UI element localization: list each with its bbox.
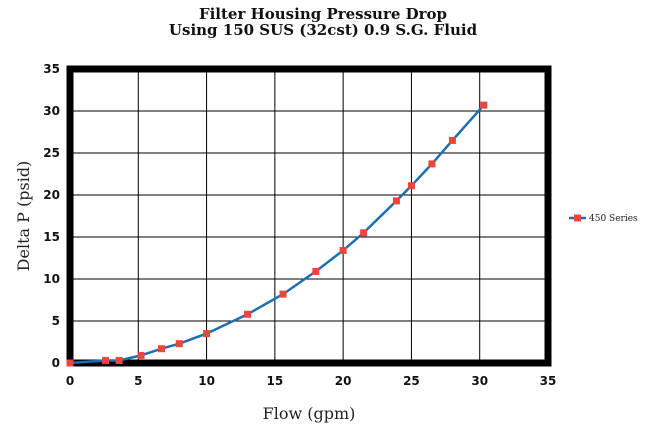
chart-title-line-1: Filter Housing Pressure Drop [198, 5, 448, 23]
data-point-0-15 [448, 136, 456, 144]
data-point-0-2 [115, 356, 123, 364]
y-tick-label-20: 20 [43, 188, 60, 202]
y-tick-label-15: 15 [43, 230, 60, 244]
data-point-0-12 [392, 197, 400, 205]
grid [70, 69, 548, 363]
plot-frame [66, 65, 552, 367]
x-tick-label-35: 35 [540, 374, 557, 388]
x-tick-label-5: 5 [134, 374, 142, 388]
legend-marker-450-series [574, 214, 581, 222]
data-point-0-5 [175, 340, 183, 348]
y-tick-label-35: 35 [43, 62, 60, 76]
y-tick-label-10: 10 [43, 272, 60, 286]
x-axis-label: Flow (gpm) [263, 404, 356, 423]
y-tick-labels: 0 5 10 15 20 25 30 35 [43, 62, 60, 370]
data-point-0-8 [279, 290, 287, 298]
y-tick-label-30: 30 [43, 104, 60, 118]
y-tick-label-5: 5 [52, 314, 60, 328]
legend-label-450-series: 450 Series [589, 214, 638, 224]
data-point-0-13 [407, 182, 415, 190]
data-point-0-7 [244, 310, 252, 318]
chart-title: Filter Housing Pressure Drop Using 150 S… [0, 6, 646, 38]
y-tick-label-0: 0 [52, 356, 60, 370]
data-point-0-14 [428, 160, 436, 168]
data-point-0-10 [339, 246, 347, 254]
x-tick-label-25: 25 [403, 374, 420, 388]
data-point-0-16 [480, 101, 488, 109]
x-tick-labels: 0 5 10 15 20 25 30 35 [66, 374, 557, 388]
y-axis-label: Delta P (psid) [14, 161, 33, 272]
legend: 450 Series [569, 214, 638, 224]
chart-title-line-2: Using 150 SUS (32cst) 0.9 S.G. Fluid [168, 21, 478, 39]
data-point-0-11 [360, 229, 368, 237]
x-tick-label-10: 10 [198, 374, 215, 388]
data-point-0-3 [137, 351, 145, 359]
series-line-0 [69, 104, 485, 365]
y-tick-label-25: 25 [43, 146, 60, 160]
x-tick-label-0: 0 [66, 374, 74, 388]
data-point-0-0 [66, 359, 74, 367]
series-layer [66, 101, 488, 367]
data-point-0-6 [203, 330, 211, 338]
x-tick-label-30: 30 [471, 374, 488, 388]
data-point-0-1 [102, 356, 110, 364]
data-point-0-4 [158, 345, 166, 353]
data-point-0-9 [312, 267, 320, 275]
x-tick-label-20: 20 [335, 374, 352, 388]
x-tick-label-15: 15 [267, 374, 284, 388]
